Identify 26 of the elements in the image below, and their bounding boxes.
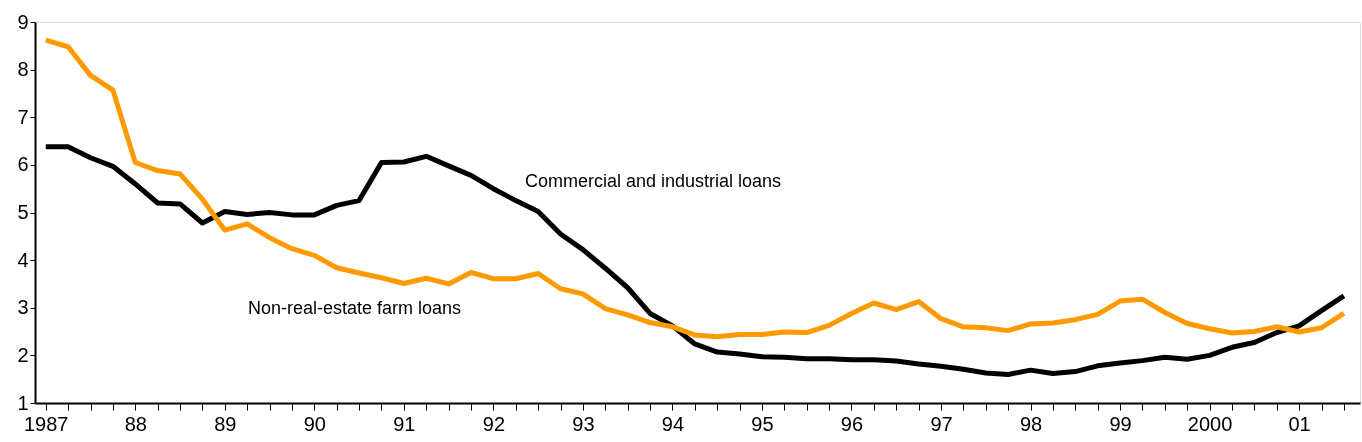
series-label: Commercial and industrial loans bbox=[525, 171, 782, 191]
y-tick-label: 9 bbox=[17, 10, 29, 33]
x-tick-label: 91 bbox=[393, 412, 416, 435]
x-tick-label: 94 bbox=[661, 412, 685, 435]
x-tick-label: 99 bbox=[1109, 412, 1132, 435]
y-tick-label: 1 bbox=[17, 391, 29, 414]
x-tick-label: 92 bbox=[482, 412, 505, 435]
x-tick-label: 93 bbox=[572, 412, 595, 435]
x-tick-label: 01 bbox=[1288, 412, 1311, 435]
x-tick-label: 95 bbox=[751, 412, 774, 435]
x-tick-label: 89 bbox=[214, 412, 237, 435]
y-tick-label: 2 bbox=[17, 343, 29, 366]
x-tick-label: 1987 bbox=[23, 412, 69, 435]
y-tick-label: 8 bbox=[17, 58, 29, 81]
y-tick-label: 5 bbox=[17, 201, 29, 223]
x-tick-label: 2000 bbox=[1187, 412, 1233, 435]
x-tick-label: 98 bbox=[1019, 412, 1043, 435]
y-tick-label: 7 bbox=[17, 105, 29, 128]
x-tick-label: 90 bbox=[303, 412, 326, 435]
series-label: Non-real-estate farm loans bbox=[248, 298, 462, 318]
y-tick-label: 4 bbox=[17, 248, 29, 271]
y-tick-label: 6 bbox=[17, 153, 29, 176]
x-tick-label: 96 bbox=[840, 412, 864, 435]
x-tick-label: 88 bbox=[124, 412, 147, 435]
y-tick-label: 3 bbox=[17, 296, 29, 319]
x-tick-label: 97 bbox=[930, 412, 953, 435]
